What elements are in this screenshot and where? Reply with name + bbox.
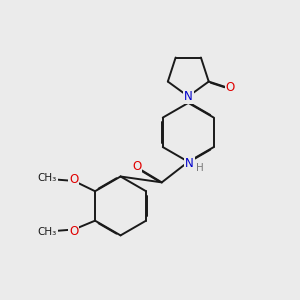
Text: O: O (69, 225, 79, 238)
Text: O: O (226, 81, 235, 94)
Text: O: O (132, 160, 141, 173)
Text: N: N (185, 157, 194, 170)
Text: CH₃: CH₃ (38, 173, 57, 183)
Text: O: O (69, 172, 79, 186)
Text: N: N (184, 90, 193, 103)
Text: CH₃: CH₃ (38, 227, 57, 237)
Text: H: H (196, 163, 203, 173)
